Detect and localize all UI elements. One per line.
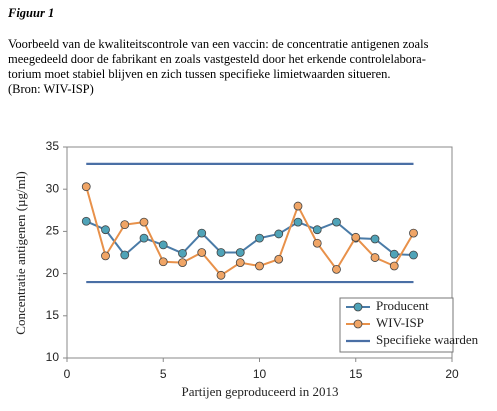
x-tick-label: 15 [349, 367, 363, 381]
caption-line: (Bron: WIV-ISP) [8, 82, 94, 96]
point [409, 250, 418, 260]
point [332, 217, 341, 227]
x-tick-label: 0 [64, 367, 71, 381]
point [332, 264, 341, 274]
point [274, 254, 284, 264]
figure-label: Figuur 1 [8, 6, 55, 20]
point [120, 250, 130, 260]
point [370, 253, 380, 262]
point [81, 182, 91, 192]
y-tick-label: 10 [46, 350, 60, 364]
point [216, 248, 226, 257]
point [158, 240, 168, 250]
x-tick-label: 20 [445, 367, 459, 381]
point [274, 229, 284, 239]
point [216, 270, 226, 280]
y-tick-label: 20 [46, 266, 60, 280]
point [389, 261, 399, 271]
point [197, 248, 207, 257]
point [293, 217, 303, 227]
point [255, 261, 264, 271]
point [351, 232, 361, 242]
header: Figuur 1 Voorbeeld van de kwaliteitscont… [8, 6, 493, 97]
x-axis-label: Partijen geproduceerd in 2013 [181, 384, 338, 399]
legend-marker [353, 319, 363, 329]
point [158, 257, 168, 267]
x-tick-label: 5 [160, 367, 167, 381]
point [139, 217, 149, 227]
legend-label: Producent [376, 298, 429, 313]
legend-label: WIV-ISP [376, 315, 424, 330]
point [409, 228, 418, 238]
point [120, 220, 130, 230]
point [389, 249, 399, 259]
y-tick-label: 30 [46, 181, 60, 195]
legend-label: Specifieke waarden [376, 332, 479, 347]
y-tick-label: 35 [46, 139, 60, 153]
caption-line: torium moet stabiel blijven en zich tuss… [8, 67, 391, 81]
caption-line: meegedeeld door de fabrikant en zoals va… [8, 52, 426, 66]
point [178, 258, 187, 268]
legend-marker [353, 302, 363, 312]
point [197, 228, 207, 238]
point [293, 201, 303, 211]
point [101, 251, 110, 261]
series-line [85, 186, 415, 277]
point [255, 233, 264, 243]
caption-line: Voorbeeld van de kwaliteitscontrole van … [8, 37, 429, 51]
point [101, 225, 110, 235]
x-tick-label: 10 [253, 367, 267, 381]
point [235, 258, 245, 268]
point [178, 248, 187, 258]
series-line [85, 220, 414, 257]
y-tick-label: 15 [46, 308, 60, 322]
y-axis-label: Concentratie antigenen (µg/ml) [13, 171, 28, 334]
y-tick-label: 25 [46, 224, 60, 238]
point [235, 248, 245, 257]
point [370, 234, 380, 244]
point [312, 225, 322, 235]
point [312, 238, 322, 248]
point [139, 233, 149, 243]
point [81, 216, 91, 226]
